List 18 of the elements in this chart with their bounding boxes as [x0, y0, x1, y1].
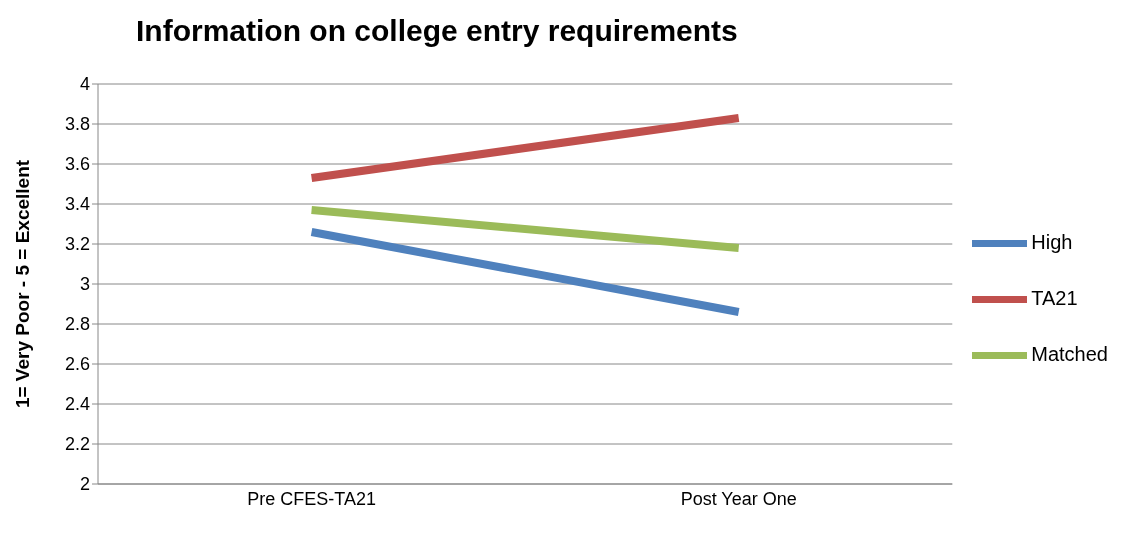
x-tick-label: Post Year One — [680, 488, 797, 509]
y-tick-label: 3.8 — [64, 114, 90, 135]
y-axis-title: 1= Very Poor - 5 = Excellent — [11, 159, 33, 409]
y-tick-label: 3.4 — [64, 194, 90, 215]
y-tick-label: 4 — [79, 74, 90, 95]
y-tick-label: 3.2 — [64, 234, 90, 255]
y-tick-label: 2.8 — [64, 314, 90, 335]
y-tick-label: 3 — [79, 274, 90, 295]
legend-label: High — [1031, 230, 1073, 253]
chart-title: Information on college entry requirements — [135, 13, 739, 49]
y-tick-label: 2.2 — [64, 434, 90, 455]
x-tick-label: Pre CFES-TA21 — [247, 488, 376, 509]
legend-label: TA21 — [1031, 286, 1078, 309]
y-tick-label: 2 — [79, 474, 90, 495]
y-tick-label: 3.6 — [64, 154, 90, 175]
y-tick-label: 2.6 — [64, 354, 90, 375]
legend-label: Matched — [1031, 343, 1108, 366]
y-tick-label: 2.4 — [64, 394, 90, 415]
